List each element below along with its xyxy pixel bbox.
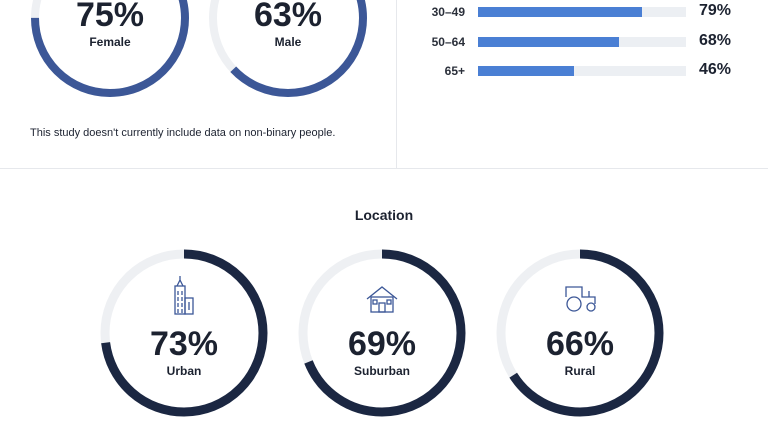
age-percent-label: 79% xyxy=(699,2,732,19)
age-bar-fill xyxy=(478,7,643,17)
age-category-label: 30–49 xyxy=(431,5,465,19)
rural-percent-label: 66% xyxy=(546,325,614,363)
age-category-label: 50–64 xyxy=(431,35,465,49)
male-ring-value xyxy=(209,0,367,97)
male-donut: 63%Male xyxy=(209,0,367,97)
suburban-donut: 69%Suburban xyxy=(298,249,466,417)
female-donut: 75%Female xyxy=(31,0,189,97)
house-icon xyxy=(366,286,398,313)
rural-category-label: Rural xyxy=(565,364,596,378)
female-ring-value xyxy=(31,0,189,97)
urban-percent-label: 73% xyxy=(150,325,218,363)
rural-ring-value xyxy=(496,249,664,417)
suburban-percent-label: 69% xyxy=(348,325,416,363)
suburban-category-label: Suburban xyxy=(354,364,410,378)
city-building-icon xyxy=(174,276,194,315)
male-category-label: Male xyxy=(275,35,302,49)
age-category-label: 65+ xyxy=(444,64,465,78)
urban-ring-value xyxy=(100,249,268,417)
section-divider-vertical xyxy=(396,0,397,168)
urban-donut: 73%Urban xyxy=(100,249,268,417)
age-percent-label: 46% xyxy=(699,61,732,78)
urban-category-label: Urban xyxy=(167,364,202,378)
suburban-ring-value xyxy=(298,249,466,417)
male-percent-label: 63% xyxy=(254,0,322,34)
non-binary-note: This study doesn't currently include dat… xyxy=(30,127,336,139)
age-bar-fill xyxy=(478,66,574,76)
section-divider-horizontal xyxy=(0,168,768,169)
age-bar-fill xyxy=(478,37,620,47)
age-percent-label: 68% xyxy=(699,32,732,49)
tractor-icon xyxy=(565,286,596,312)
location-title: Location xyxy=(354,207,414,223)
female-category-label: Female xyxy=(89,35,131,49)
female-percent-label: 75% xyxy=(76,0,144,34)
rural-donut: 66%Rural xyxy=(496,249,664,417)
age-bar-track xyxy=(478,66,686,76)
